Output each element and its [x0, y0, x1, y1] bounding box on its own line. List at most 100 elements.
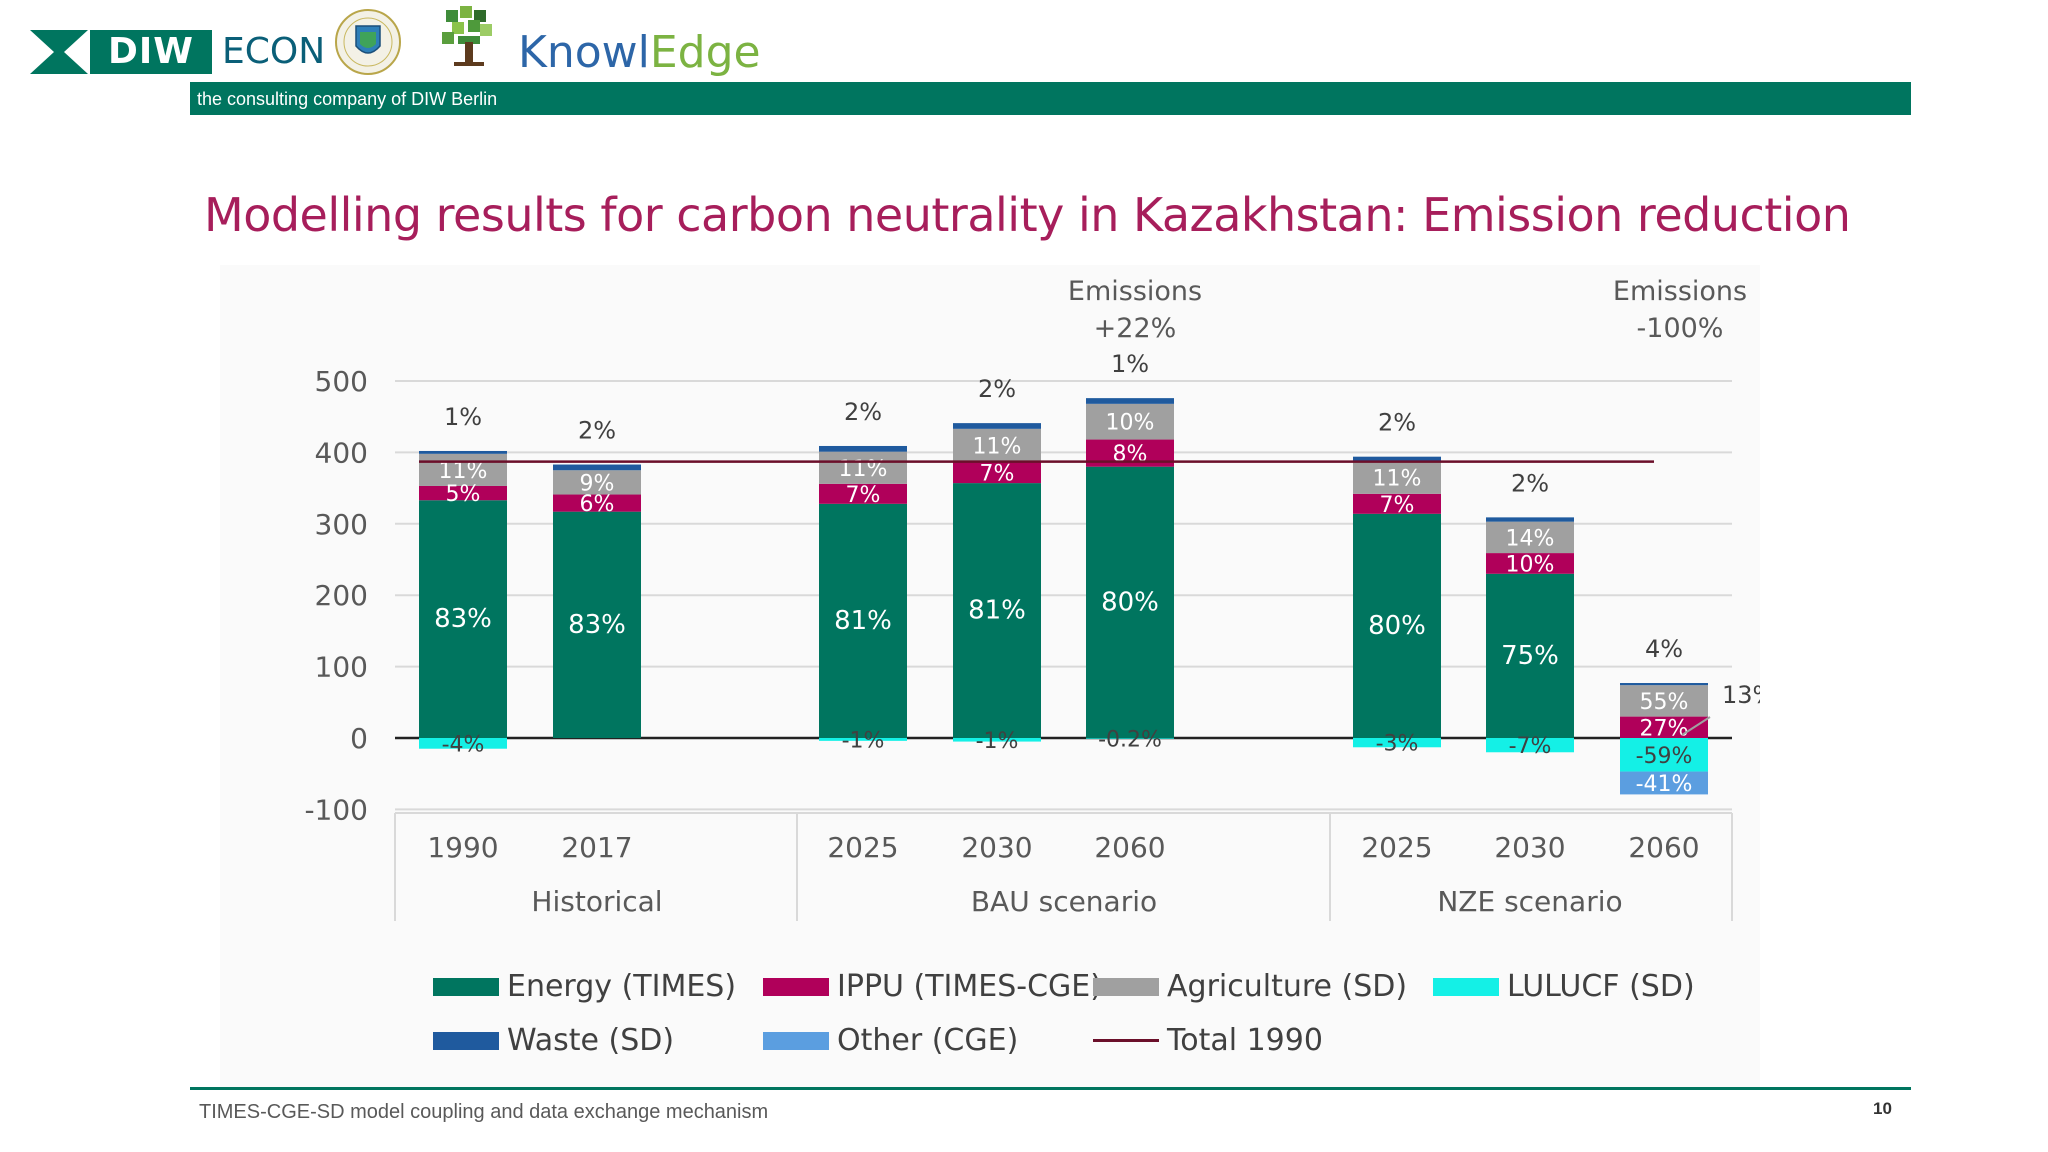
bar-segment [419, 450, 507, 454]
data-label: 7% [980, 462, 1015, 487]
bau-emissions-note: Emissions +22% [1055, 273, 1215, 347]
x-tick-label: 1990 [427, 831, 498, 864]
logo-knowl-text: Knowl [518, 27, 650, 78]
legend-item-waste: Waste (SD) [433, 1023, 674, 1058]
bar-segment [1620, 683, 1708, 686]
bar-segment [1486, 521, 1574, 554]
nze-emissions-note: Emissions -100% [1600, 273, 1760, 347]
logo-edge-text: Edge [649, 27, 761, 78]
logo-econ-text: ECON [222, 31, 326, 72]
legend-swatch [763, 977, 829, 996]
bar-segment [553, 494, 641, 512]
bar-segment [1086, 398, 1174, 404]
bau-note-line2: +22% [1093, 313, 1177, 344]
data-label: 2% [578, 417, 616, 445]
emission-chart: Emissions +22% Emissions -100% 500 400 300… [220, 265, 1760, 1090]
y-tick-label: -100 [304, 793, 368, 826]
data-label: 80% [1101, 587, 1159, 617]
bar-segment [819, 445, 907, 452]
bar-segment [419, 500, 507, 738]
data-label: 7% [1380, 493, 1415, 518]
data-label: 27% [1640, 716, 1689, 741]
bar-segment [953, 428, 1041, 463]
group-label: BAU scenario [971, 885, 1157, 918]
bar-segment [419, 738, 507, 749]
bar-segment [1353, 461, 1441, 494]
tree-logo-icon [442, 6, 492, 66]
data-label: 1% [1111, 350, 1149, 378]
header-bar [190, 82, 1911, 115]
annotation-leader-line [1681, 716, 1711, 736]
bar-segment [953, 483, 1041, 738]
knowledge-logo-text: KnowlEdge [518, 28, 761, 78]
legend-swatch [433, 977, 499, 996]
x-tick-label: 2025 [827, 831, 898, 864]
bar-segment [1620, 771, 1708, 795]
legend-item-lulucf: LULUCF (SD) [1433, 969, 1695, 1004]
legend-label: Waste (SD) [507, 1023, 675, 1058]
bar-segment [1486, 553, 1574, 574]
x-tick-label: 2060 [1628, 831, 1699, 864]
data-label: 2% [1511, 469, 1549, 497]
data-label: -1% [842, 728, 885, 753]
bar-segment [419, 485, 507, 501]
data-label: 10% [1106, 411, 1155, 436]
data-label: 11% [973, 435, 1022, 460]
bar-segment [1620, 685, 1708, 717]
data-label: 11% [439, 459, 488, 484]
legend-label: Total 1990 [1167, 1023, 1323, 1058]
legend-label: Energy (TIMES) [507, 969, 737, 1004]
bar-segment [1353, 456, 1441, 462]
legend-swatch [1433, 977, 1499, 996]
diw-arrow-icon [30, 30, 88, 74]
diw-econ-logo: DIW ECON [30, 30, 325, 74]
legend-label: IPPU (TIMES-CGE) [837, 969, 1102, 1004]
chart-plot: 5004003002001000-10083%5%11%-4%1%83%6%9%… [304, 350, 1760, 921]
annotation-label: 13% [1722, 681, 1760, 709]
nze-note-line1: Emissions [1612, 276, 1748, 307]
legend-swatch [763, 1031, 829, 1050]
data-label: 14% [1506, 526, 1555, 551]
bar-segment [1486, 517, 1574, 522]
data-label: -7% [1509, 734, 1552, 759]
x-tick-label: 2030 [1494, 831, 1565, 864]
footer-text: TIMES-CGE-SD model coupling and data exc… [199, 1101, 769, 1123]
data-label: -3% [1376, 732, 1419, 757]
data-label: 11% [1373, 467, 1422, 492]
group-label: Historical [531, 885, 662, 918]
legend-item-other: Other (CGE) [763, 1023, 1018, 1058]
bar-segment [819, 738, 907, 741]
data-label: -0.2% [1098, 727, 1162, 752]
data-label: 83% [568, 610, 626, 640]
bar-segment [819, 483, 907, 504]
slide-title: Modelling results for carbon neutrality … [204, 188, 1851, 242]
nze-note-line2: -100% [1636, 313, 1724, 344]
data-label: -4% [442, 732, 485, 757]
data-label: -1% [976, 729, 1019, 754]
tagline: the consulting company of DIW Berlin [197, 89, 498, 109]
legend-item-ippu: IPPU (TIMES-CGE) [763, 969, 1102, 1004]
bar-segment [553, 464, 641, 471]
bar-segment [1353, 738, 1441, 748]
data-label: 81% [968, 596, 1026, 626]
group-label: NZE scenario [1437, 885, 1622, 918]
bar-segment [1086, 403, 1174, 440]
y-tick-label: 400 [315, 436, 368, 469]
y-tick-label: 100 [315, 651, 368, 684]
bar-segment [1353, 513, 1441, 738]
legend-label: Other (CGE) [837, 1023, 1019, 1058]
x-tick-label: 2025 [1361, 831, 1432, 864]
bar-segment [419, 453, 507, 486]
data-label: 2% [978, 375, 1016, 403]
legend-item-energy: Energy (TIMES) [433, 969, 736, 1004]
bar-segment [1086, 466, 1174, 738]
bar-segment [553, 511, 641, 738]
bar-segment [1486, 573, 1574, 738]
data-label: 81% [834, 606, 892, 636]
legend-swatch [1093, 977, 1159, 996]
legend-label: LULUCF (SD) [1507, 969, 1695, 1004]
legend-swatch [433, 1031, 499, 1050]
y-tick-label: 200 [315, 579, 368, 612]
data-label: 6% [580, 492, 615, 517]
bar-segment [1353, 493, 1441, 514]
